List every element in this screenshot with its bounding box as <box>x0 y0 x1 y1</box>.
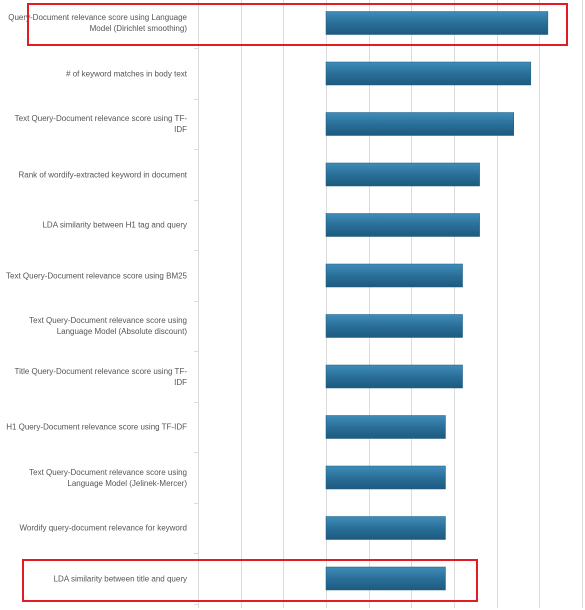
bar[interactable] <box>325 213 480 237</box>
category-label: LDA similarity between title and query <box>53 574 187 583</box>
highlight-box <box>27 3 568 46</box>
bar[interactable] <box>325 263 463 288</box>
category-label: Text Query-Document relevance score usin… <box>14 114 187 134</box>
category-label: Rank of wordify-extracted keyword in doc… <box>18 170 187 179</box>
category-label: H1 Query-Document relevance score using … <box>6 422 187 432</box>
bar[interactable] <box>325 112 514 136</box>
category-label: LDA similarity between H1 tag and query <box>42 220 187 230</box>
bar[interactable] <box>325 364 463 389</box>
bar[interactable] <box>325 61 532 86</box>
bar[interactable] <box>325 314 463 338</box>
category-label: Text Query-Document relevance score usin… <box>29 316 187 336</box>
category-label: Title Query-Document relevance score usi… <box>14 366 187 387</box>
category-label: Query-Document relevance score using Lan… <box>8 13 187 33</box>
bar[interactable] <box>325 566 446 591</box>
bar[interactable] <box>325 11 549 35</box>
bar[interactable] <box>325 465 446 490</box>
highlight-box <box>22 558 478 602</box>
bar[interactable] <box>325 415 446 439</box>
bar[interactable] <box>325 162 480 187</box>
category-label: Text Query-Document relevance score usin… <box>6 271 187 280</box>
category-label: Text Query-Document relevance score usin… <box>29 467 187 488</box>
bar[interactable] <box>325 516 446 540</box>
category-label: # of keyword matches in body text <box>66 69 187 78</box>
category-label: Wordify query-document relevance for key… <box>19 523 187 533</box>
